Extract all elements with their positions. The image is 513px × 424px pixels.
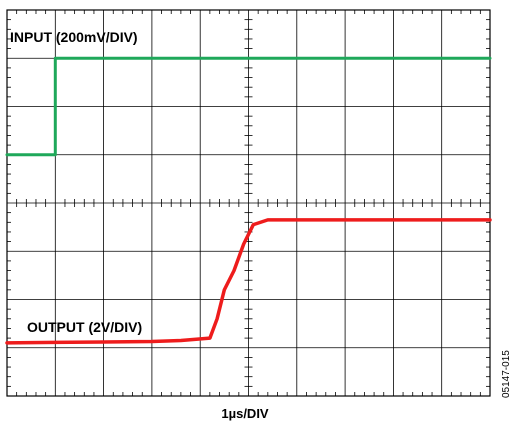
figure-id: 05147-015 (501, 350, 512, 398)
x-axis-label: 1µs/DIV (221, 406, 269, 421)
traces (5, 56, 492, 345)
grid (6, 9, 491, 397)
trace-output (5, 218, 492, 345)
trace-input (5, 56, 492, 157)
series-label-output: OUTPUT (2V/DIV) (27, 319, 142, 335)
series-label-input: INPUT (200mV/DIV) (10, 29, 138, 45)
